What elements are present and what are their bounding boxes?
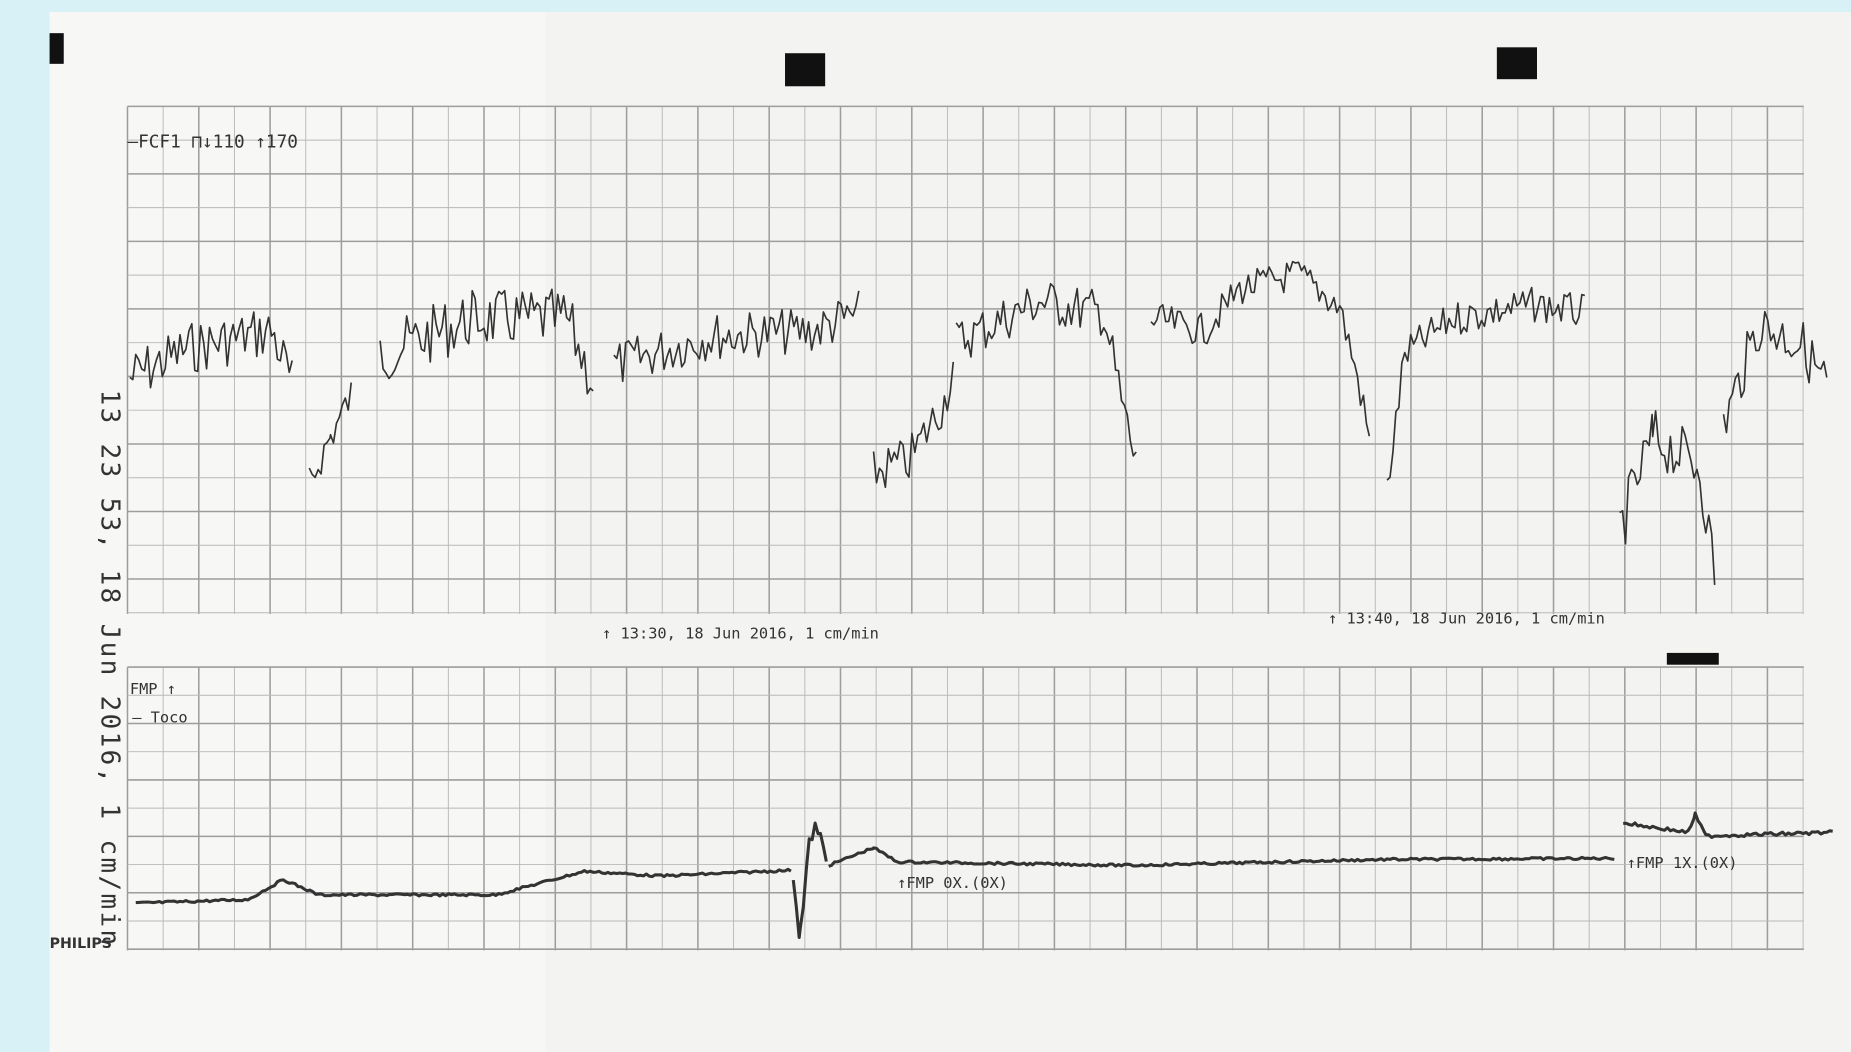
event-label: ↑FMP 0X.(0X) bbox=[897, 874, 1008, 892]
toco-legend: — Toco bbox=[132, 709, 187, 727]
photo: —FCF1 ⊓↓110 ↑170 13 23 53, 18 Jun 2016, … bbox=[0, 0, 1851, 1052]
marker bbox=[50, 33, 64, 64]
marker bbox=[785, 53, 825, 86]
fhr-legend: —FCF1 ⊓↓110 ↑170 bbox=[127, 133, 297, 153]
fmp-legend: FMP ↑ bbox=[130, 680, 176, 698]
marker bbox=[1497, 47, 1537, 79]
time-annotation: ↑ 13:30, 18 Jun 2016, 1 cm/min bbox=[602, 625, 879, 643]
page: —FCF1 ⊓↓110 ↑170 13 23 53, 18 Jun 2016, … bbox=[0, 0, 1851, 1052]
brand: PHILIPS bbox=[50, 936, 112, 952]
time-annotation: ↑ 13:40, 18 Jun 2016, 1 cm/min bbox=[1328, 609, 1605, 627]
side-stamp: 13 23 53, 18 Jun 2016, 1 cm/min bbox=[95, 390, 125, 948]
event-label: ↑FMP 1X.(0X) bbox=[1627, 854, 1738, 872]
marker bbox=[1667, 653, 1719, 665]
